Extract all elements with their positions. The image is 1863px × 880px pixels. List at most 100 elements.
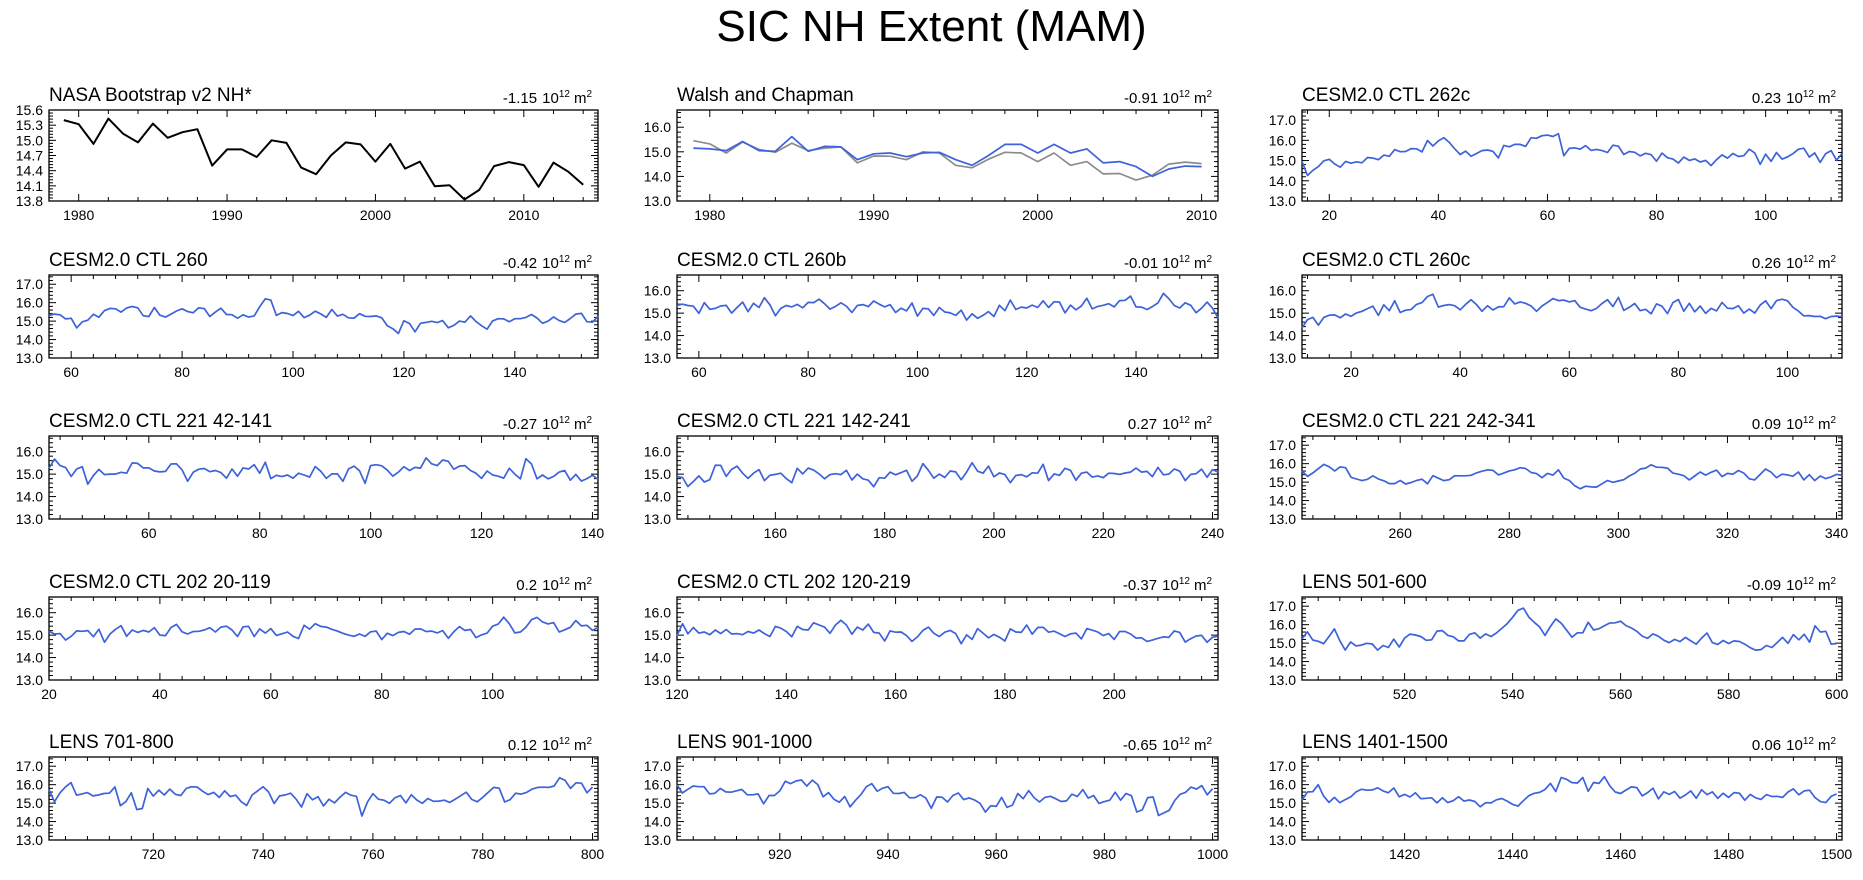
plot-frame (48, 435, 599, 520)
x-tick-label: 1440 (1497, 846, 1528, 862)
y-tick-label: 17.0 (16, 276, 43, 292)
series-line-model (1301, 775, 1837, 808)
x-tick-label: 540 (1501, 686, 1525, 702)
panel-title: CESM2.0 CTL 262c (1302, 85, 1470, 106)
trend-value: -0.42 1012 m2 (503, 254, 593, 272)
plot-frame (48, 756, 599, 841)
x-tick-label: 920 (768, 846, 792, 862)
panel-title: LENS 701-800 (49, 732, 174, 753)
panel-title: CESM2.0 CTL 260 (49, 250, 208, 271)
x-tick-label: 140 (775, 686, 799, 702)
panel-title: CESM2.0 CTL 202 20-119 (49, 572, 271, 593)
y-tick-label: 13.0 (644, 832, 671, 848)
y-tick-label: 13.0 (1269, 193, 1296, 209)
x-tick-label: 160 (884, 686, 908, 702)
y-tick-label: 14.0 (1269, 814, 1296, 830)
x-tick-label: 760 (361, 846, 385, 862)
x-tick-label: 80 (1671, 364, 1687, 380)
trend-value: -0.37 1012 m2 (1123, 576, 1213, 594)
x-tick-label: 1480 (1713, 846, 1744, 862)
x-tick-label: 20 (1321, 207, 1337, 223)
x-tick-label: 80 (1649, 207, 1665, 223)
x-tick-label: 180 (873, 525, 897, 541)
panel-title: LENS 501-600 (1302, 572, 1427, 593)
x-tick-label: 300 (1607, 525, 1631, 541)
series-line-model (48, 297, 599, 335)
x-tick-label: 160 (764, 525, 788, 541)
y-tick-label: 15.0 (644, 305, 671, 321)
x-tick-label: 180 (993, 686, 1017, 702)
x-tick-label: 100 (1776, 364, 1800, 380)
x-tick-label: 2010 (1186, 207, 1217, 223)
x-tick-label: 40 (152, 686, 168, 702)
x-tick-label: 60 (63, 364, 79, 380)
x-tick-label: 2010 (508, 207, 539, 223)
y-tick-label: 14.0 (16, 332, 43, 348)
x-tick-label: 100 (1754, 207, 1778, 223)
series-line-model (48, 456, 599, 486)
x-tick-label: 1980 (63, 207, 94, 223)
y-tick-label: 13.0 (16, 511, 43, 527)
series-line-obs (63, 117, 584, 201)
x-tick-label: 140 (581, 525, 605, 541)
trend-value: 0.09 1012 m2 (1752, 415, 1837, 433)
y-tick-label: 16.0 (1269, 777, 1296, 793)
y-tick-label: 13.0 (1269, 672, 1296, 688)
x-tick-label: 1980 (694, 207, 725, 223)
trend-value: 0.27 1012 m2 (1128, 415, 1213, 433)
y-tick-label: 16.0 (644, 119, 671, 135)
y-tick-label: 16.0 (644, 605, 671, 621)
y-tick-label: 15.0 (1269, 474, 1296, 490)
plot-frame (1301, 756, 1843, 841)
y-tick-label: 13.0 (1269, 832, 1296, 848)
x-tick-label: 80 (174, 364, 190, 380)
x-tick-label: 60 (1561, 364, 1577, 380)
trend-value: 0.06 1012 m2 (1752, 736, 1837, 754)
y-tick-label: 17.0 (1269, 112, 1296, 128)
x-tick-label: 240 (1201, 525, 1225, 541)
y-tick-label: 13.0 (1269, 350, 1296, 366)
x-tick-label: 580 (1717, 686, 1741, 702)
x-tick-label: 600 (1825, 686, 1849, 702)
y-tick-label: 13.0 (644, 193, 671, 209)
x-tick-label: 80 (374, 686, 390, 702)
x-tick-label: 100 (906, 364, 930, 380)
y-tick-label: 17.0 (1269, 598, 1296, 614)
trend-value: -0.65 1012 m2 (1123, 736, 1213, 754)
x-tick-label: 40 (1452, 364, 1468, 380)
plot-frame (676, 596, 1219, 681)
trend-value: -1.15 1012 m2 (503, 89, 593, 107)
plot-frame (676, 435, 1219, 520)
x-tick-label: 280 (1498, 525, 1522, 541)
x-tick-label: 960 (985, 846, 1009, 862)
x-tick-label: 80 (800, 364, 816, 380)
series-line-model (676, 292, 1219, 321)
trend-value: -0.09 1012 m2 (1747, 576, 1837, 594)
series-line-model (676, 619, 1219, 645)
x-tick-label: 940 (876, 846, 900, 862)
series-line-model (1301, 463, 1843, 490)
y-tick-label: 14.0 (16, 814, 43, 830)
x-tick-label: 120 (665, 686, 689, 702)
y-tick-label: 15.0 (16, 132, 43, 148)
x-tick-label: 40 (1431, 207, 1447, 223)
x-tick-label: 60 (691, 364, 707, 380)
y-tick-label: 13.0 (16, 672, 43, 688)
y-tick-label: 14.0 (1269, 173, 1296, 189)
y-tick-label: 16.0 (16, 605, 43, 621)
x-tick-label: 720 (142, 846, 166, 862)
y-tick-label: 17.0 (644, 758, 671, 774)
series-line-model (1301, 293, 1843, 329)
series-line-secondary (693, 139, 1202, 181)
series-line-model (693, 135, 1202, 178)
y-tick-label: 15.0 (1269, 795, 1296, 811)
